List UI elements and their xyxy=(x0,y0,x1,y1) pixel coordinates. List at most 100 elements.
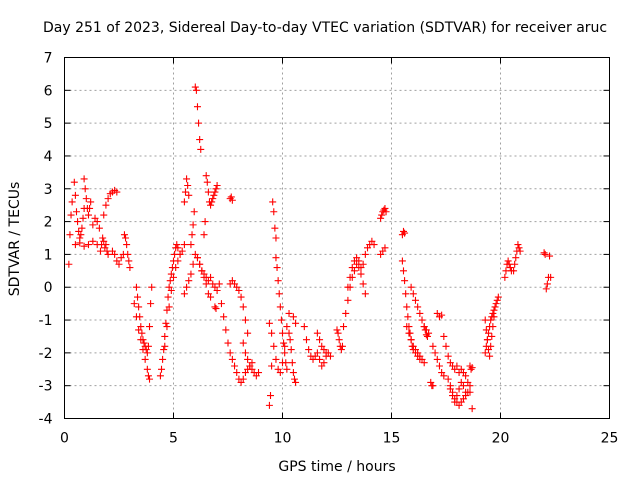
data-point xyxy=(244,329,252,337)
y-tick-label: -1 xyxy=(39,313,53,329)
data-point xyxy=(429,342,437,350)
data-point xyxy=(361,290,369,298)
data-point xyxy=(204,188,212,196)
data-point xyxy=(167,287,175,295)
data-point xyxy=(546,252,554,260)
data-point xyxy=(514,241,522,249)
data-point xyxy=(338,342,346,350)
data-point xyxy=(183,283,191,291)
data-point xyxy=(89,237,97,245)
data-point xyxy=(344,283,352,291)
data-point xyxy=(411,296,419,304)
data-point xyxy=(100,211,108,219)
data-point xyxy=(316,336,324,344)
data-point xyxy=(185,191,193,199)
data-point xyxy=(193,103,201,111)
data-point xyxy=(285,309,293,317)
data-point xyxy=(76,239,84,247)
data-point xyxy=(487,342,495,350)
data-point xyxy=(287,346,295,354)
data-point xyxy=(68,198,76,206)
data-point xyxy=(81,185,89,193)
data-point xyxy=(123,241,131,249)
data-point xyxy=(346,273,354,281)
x-tick-label: 10 xyxy=(274,431,292,447)
data-point xyxy=(166,277,174,285)
data-point xyxy=(135,303,143,311)
data-point xyxy=(464,378,472,386)
data-point xyxy=(468,364,476,372)
data-point xyxy=(429,382,437,390)
data-point xyxy=(239,339,247,347)
data-point xyxy=(96,247,104,255)
data-point xyxy=(211,188,219,196)
data-point xyxy=(542,285,550,293)
data-point xyxy=(72,208,80,216)
data-point xyxy=(488,332,496,340)
data-point xyxy=(282,359,290,367)
data-point xyxy=(191,83,199,91)
data-point xyxy=(137,323,145,331)
data-point xyxy=(159,355,167,363)
data-point xyxy=(277,316,285,324)
data-point xyxy=(161,332,169,340)
data-point xyxy=(267,392,275,400)
data-point xyxy=(201,218,209,226)
x-tick-label: 15 xyxy=(383,431,401,447)
data-point xyxy=(80,242,88,250)
data-point xyxy=(192,86,200,94)
data-point xyxy=(113,188,121,196)
data-point xyxy=(65,260,73,268)
data-point xyxy=(342,309,350,317)
data-point xyxy=(196,136,204,144)
y-tick-label: 1 xyxy=(44,247,53,263)
data-point xyxy=(213,287,221,295)
data-point xyxy=(451,398,459,406)
data-point xyxy=(340,323,348,331)
data-point xyxy=(71,191,79,199)
data-point xyxy=(184,181,192,189)
data-point xyxy=(269,198,277,206)
data-point xyxy=(431,349,439,357)
data-point xyxy=(156,372,164,380)
data-point xyxy=(280,339,288,347)
data-point xyxy=(468,405,476,413)
data-point xyxy=(279,329,286,337)
data-point xyxy=(241,349,249,357)
data-point xyxy=(274,277,282,285)
data-point xyxy=(273,264,281,272)
data-point xyxy=(226,349,234,357)
data-point xyxy=(244,355,252,363)
x-tick-label: 25 xyxy=(601,431,619,447)
data-point xyxy=(140,339,148,347)
data-point xyxy=(404,313,412,321)
data-point xyxy=(334,329,342,337)
data-point xyxy=(335,336,343,344)
data-point xyxy=(95,224,103,232)
data-point xyxy=(276,303,284,311)
data-point xyxy=(144,342,152,350)
data-point xyxy=(210,191,218,199)
data-point xyxy=(272,355,280,363)
data-point xyxy=(178,247,186,255)
data-point xyxy=(231,362,239,370)
data-point xyxy=(227,193,235,201)
data-point xyxy=(208,198,216,206)
data-point xyxy=(316,355,324,363)
data-point xyxy=(444,375,452,383)
data-point xyxy=(420,359,428,367)
data-point xyxy=(414,303,422,311)
data-point xyxy=(486,352,494,360)
data-point xyxy=(215,280,223,288)
data-point xyxy=(268,362,276,370)
data-point xyxy=(288,359,296,367)
data-point xyxy=(164,293,172,301)
data-point xyxy=(313,349,321,357)
data-point xyxy=(162,319,170,327)
data-point xyxy=(405,329,413,337)
data-point xyxy=(455,385,463,393)
data-point xyxy=(193,254,201,262)
data-point xyxy=(173,241,181,249)
data-point xyxy=(203,178,211,186)
